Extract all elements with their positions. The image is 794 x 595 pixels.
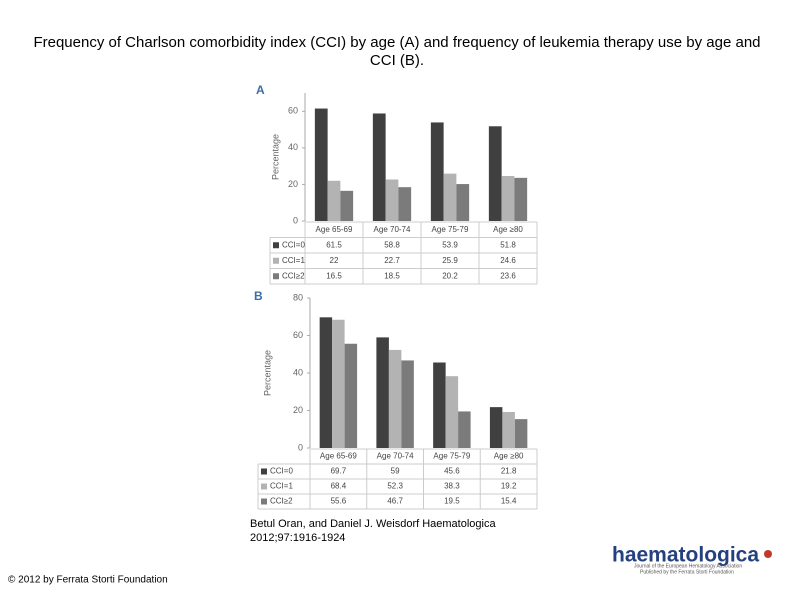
bar bbox=[319, 317, 333, 448]
x-tick-label: Age 65-69 bbox=[320, 452, 357, 461]
bar bbox=[314, 108, 328, 221]
table-value: 55.6 bbox=[331, 497, 347, 506]
legend-label: CCI=1 bbox=[282, 256, 305, 265]
legend-swatch bbox=[273, 257, 279, 264]
bar bbox=[501, 176, 515, 221]
bar bbox=[514, 177, 528, 221]
table-value: 19.5 bbox=[444, 497, 460, 506]
table-value: 19.2 bbox=[501, 482, 517, 491]
legend-label: CCI=0 bbox=[270, 467, 293, 476]
table-value: 21.8 bbox=[501, 467, 517, 476]
panel-label: B bbox=[254, 289, 263, 303]
bar bbox=[340, 190, 354, 221]
logo-icon bbox=[764, 550, 772, 558]
table-value: 51.8 bbox=[500, 240, 516, 249]
bar bbox=[443, 173, 457, 221]
legend-swatch bbox=[261, 468, 267, 475]
legend-swatch bbox=[261, 498, 267, 505]
legend-label: CCI=1 bbox=[270, 482, 293, 491]
bar bbox=[344, 343, 358, 448]
y-tick-label: 40 bbox=[293, 367, 303, 377]
x-tick-label: Age 65-69 bbox=[316, 225, 353, 234]
x-tick-label: Age 75-79 bbox=[433, 452, 470, 461]
y-axis-label: Percentage bbox=[262, 350, 272, 396]
y-tick-label: 60 bbox=[293, 330, 303, 340]
panel-label: A bbox=[256, 83, 265, 97]
table-value: 38.3 bbox=[444, 482, 460, 491]
bar bbox=[433, 362, 446, 448]
legend-label: CCI≥2 bbox=[282, 271, 305, 280]
bar bbox=[456, 184, 470, 221]
y-tick-label: 20 bbox=[288, 179, 298, 189]
table-value: 53.9 bbox=[442, 240, 458, 249]
bar bbox=[430, 122, 444, 221]
table-value: 59 bbox=[391, 467, 400, 476]
table-value: 15.4 bbox=[501, 497, 517, 506]
bar bbox=[445, 376, 459, 448]
table-value: 58.8 bbox=[384, 240, 400, 249]
bar bbox=[327, 180, 341, 221]
bar bbox=[502, 412, 515, 448]
bar bbox=[514, 419, 528, 448]
legend-swatch bbox=[261, 483, 267, 490]
legend-label: CCI=0 bbox=[282, 240, 305, 249]
x-tick-label: Age 70-74 bbox=[374, 225, 411, 234]
table-value: 16.5 bbox=[326, 271, 342, 280]
legend-label: CCI≥2 bbox=[270, 497, 293, 506]
table-value: 20.2 bbox=[442, 271, 458, 280]
bar bbox=[385, 179, 399, 221]
table-value: 45.6 bbox=[444, 467, 460, 476]
table-value: 69.7 bbox=[331, 467, 347, 476]
bar bbox=[372, 113, 386, 221]
table-value: 22 bbox=[330, 256, 339, 265]
copyright: © 2012 by Ferrata Storti Foundation bbox=[8, 575, 168, 586]
table-value: 24.6 bbox=[500, 256, 516, 265]
bar bbox=[458, 411, 471, 448]
table-value: 25.9 bbox=[442, 256, 458, 265]
y-tick-label: 0 bbox=[293, 215, 298, 225]
bar bbox=[388, 349, 402, 448]
citation: 2012;97:1916-1924 bbox=[250, 532, 345, 544]
table-value: 68.4 bbox=[331, 482, 347, 491]
x-tick-label: Age ≥80 bbox=[494, 452, 524, 461]
table-value: 23.6 bbox=[500, 271, 516, 280]
legend-swatch bbox=[273, 242, 279, 249]
y-axis-label: Percentage bbox=[270, 134, 280, 180]
slide-title: Frequency of Charlson comorbidity index … bbox=[33, 34, 761, 69]
logo-tagline: Published by the Ferrata Storti Foundati… bbox=[640, 569, 734, 575]
legend-swatch bbox=[273, 273, 279, 280]
bar bbox=[332, 319, 345, 448]
table-value: 22.7 bbox=[384, 256, 400, 265]
x-tick-label: Age ≥80 bbox=[493, 225, 523, 234]
bar bbox=[489, 407, 503, 448]
table-value: 61.5 bbox=[326, 240, 342, 249]
y-tick-label: 20 bbox=[293, 405, 303, 415]
bar bbox=[401, 360, 414, 448]
y-tick-label: 40 bbox=[288, 142, 298, 152]
logo-name: haematologica bbox=[612, 544, 759, 567]
x-tick-label: Age 75-79 bbox=[432, 225, 469, 234]
x-tick-label: Age 70-74 bbox=[377, 452, 414, 461]
y-tick-label: 80 bbox=[293, 292, 303, 302]
y-tick-label: 0 bbox=[298, 442, 303, 452]
citation: Betul Oran, and Daniel J. Weisdorf Haema… bbox=[250, 518, 496, 530]
y-tick-label: 60 bbox=[288, 106, 298, 116]
bar bbox=[376, 337, 389, 448]
bar bbox=[398, 187, 412, 221]
table-value: 18.5 bbox=[384, 271, 400, 280]
table-value: 46.7 bbox=[387, 497, 403, 506]
logo-tagline: Journal of the European Hematology Assoc… bbox=[634, 563, 742, 569]
bar bbox=[488, 126, 502, 221]
table-value: 52.3 bbox=[387, 482, 403, 491]
